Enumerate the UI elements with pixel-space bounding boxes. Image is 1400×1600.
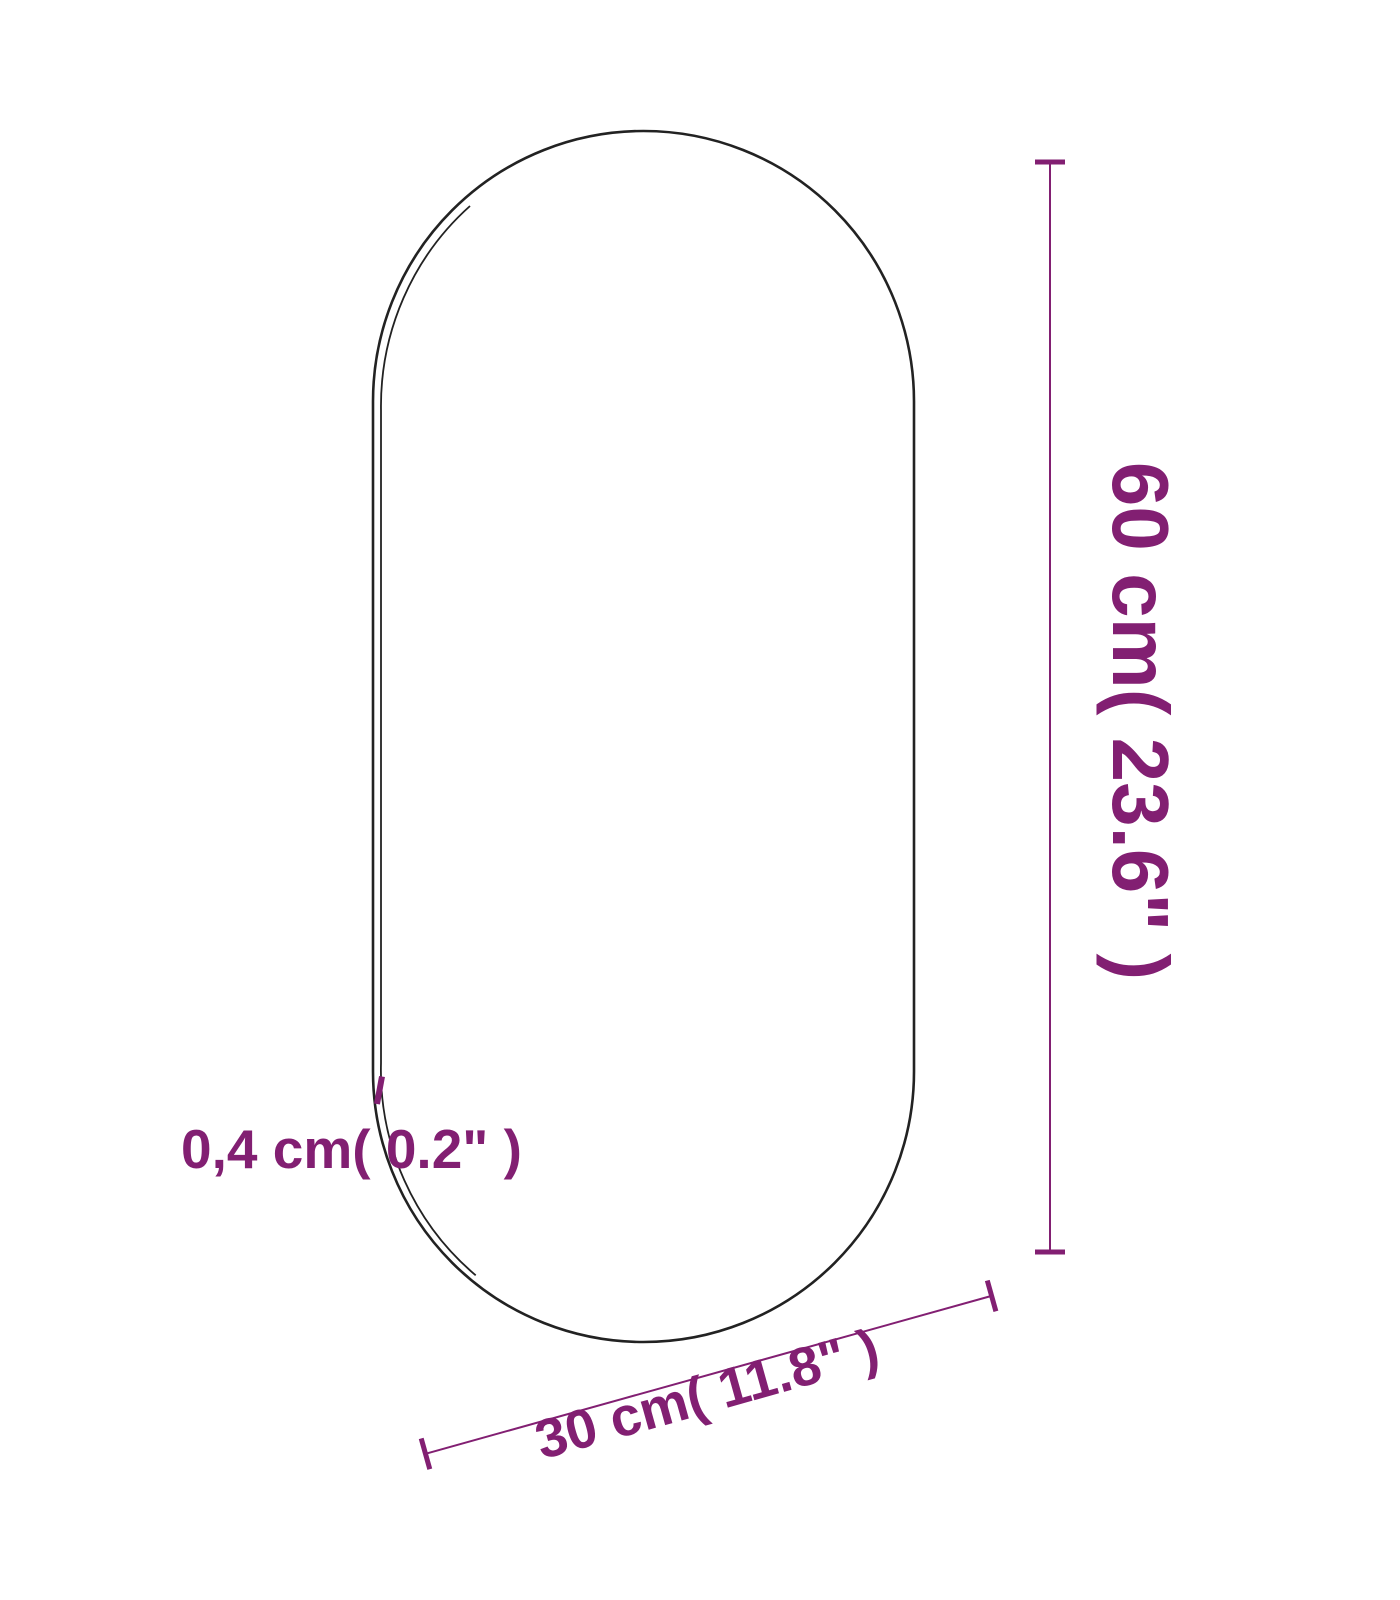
svg-text:0,4 cm( 0.2" ): 0,4 cm( 0.2" ) — [181, 1118, 522, 1180]
svg-text:60 cm( 23.6" ): 60 cm( 23.6" ) — [1096, 462, 1185, 980]
svg-text:30 cm( 11.8" ): 30 cm( 11.8" ) — [528, 1316, 885, 1471]
